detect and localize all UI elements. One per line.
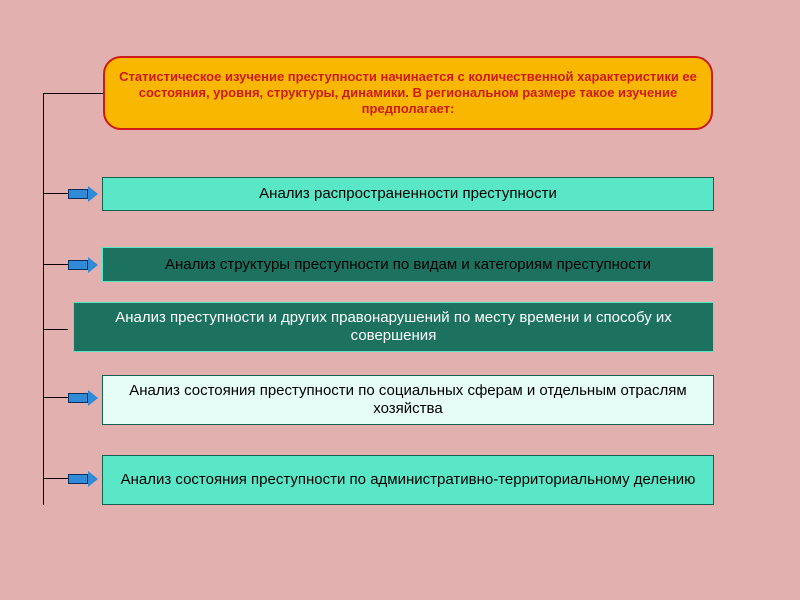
item-box: Анализ структуры преступности по видам и… (102, 247, 714, 282)
connector-branch (43, 193, 68, 194)
header-box: Статистическое изучение преступности нач… (103, 56, 713, 130)
item-box: Анализ преступности и других правонаруше… (73, 302, 714, 352)
arrow-icon (68, 472, 98, 486)
connector-branch (43, 329, 68, 330)
header-text: Статистическое изучение преступности нач… (119, 69, 697, 118)
connector-branch (43, 478, 68, 479)
item-box: Анализ состояния преступности по социаль… (102, 375, 714, 425)
item-text: Анализ структуры преступности по видам и… (165, 256, 651, 274)
arrow-icon (68, 258, 98, 272)
item-text: Анализ состояния преступности по админис… (121, 471, 696, 489)
connector-vertical (43, 93, 44, 505)
connector-top (43, 93, 103, 94)
item-text: Анализ состояния преступности по социаль… (113, 382, 703, 418)
connector-branch (43, 397, 68, 398)
item-text: Анализ преступности и других правонаруше… (84, 309, 703, 345)
item-box: Анализ состояния преступности по админис… (102, 455, 714, 505)
item-text: Анализ распространенности преступности (259, 185, 557, 203)
diagram-canvas: Статистическое изучение преступности нач… (0, 0, 800, 600)
item-box: Анализ распространенности преступности (102, 177, 714, 211)
connector-branch (43, 264, 68, 265)
arrow-icon (68, 187, 98, 201)
arrow-icon (68, 391, 98, 405)
